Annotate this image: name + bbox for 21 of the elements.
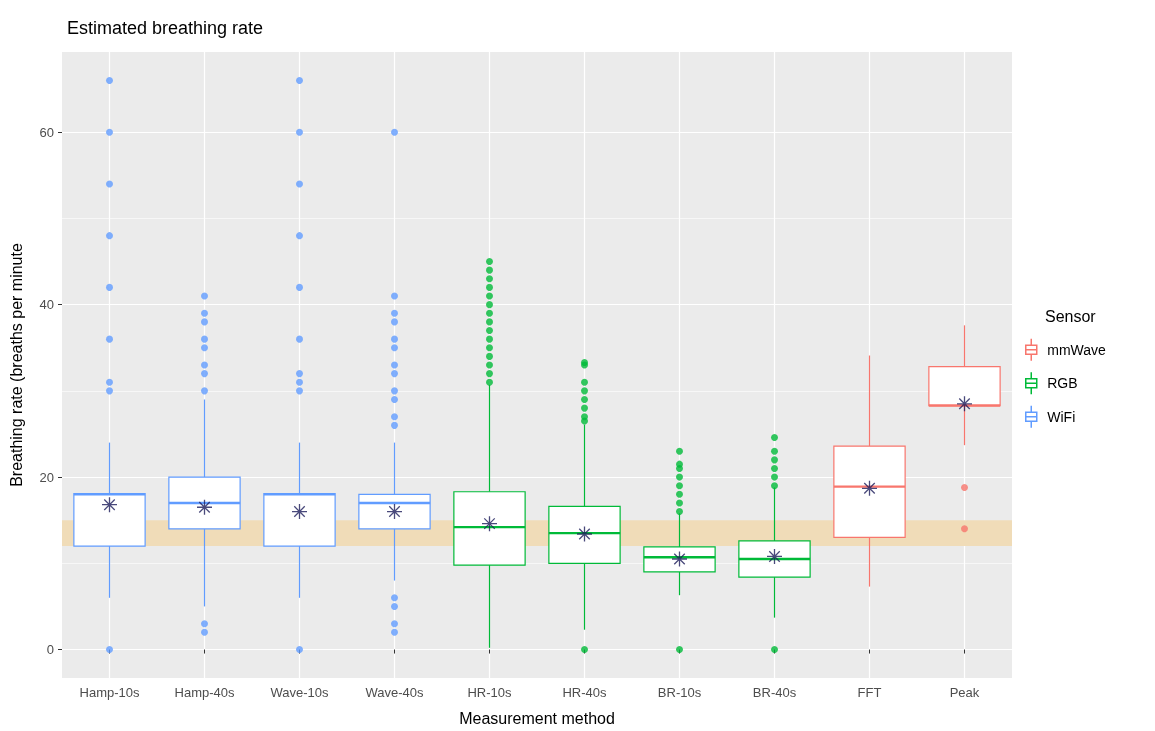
x-axis-title: Measurement method (459, 709, 615, 727)
x-tick-label: BR-40s (752, 685, 797, 700)
x-tick-label: Peak (949, 685, 980, 700)
x-tick-label: HR-10s (467, 685, 513, 700)
chart-title: Estimated breathing rate (67, 18, 264, 38)
x-tick-label: Hamp-10s (79, 685, 140, 700)
y-axis-title: Breathing rate (breaths per minute (7, 243, 25, 487)
legend-label: WiFi (1047, 408, 1076, 425)
legend-label: mmWave (1047, 341, 1107, 358)
x-tick-label: Wave-40s (365, 685, 425, 700)
x-tick-label: FFT (857, 685, 882, 700)
x-tick-label: Hamp-40s (174, 685, 235, 700)
legend-label: RGB (1047, 375, 1078, 392)
y-tick-label: 0 (46, 642, 54, 658)
y-tick-label: 20 (39, 469, 54, 485)
legend-title: Sensor (1045, 307, 1097, 325)
x-tick-label: Wave-10s (270, 685, 330, 700)
y-tick-label: 40 (39, 297, 54, 313)
y-tick-label: 60 (39, 124, 54, 140)
x-tick-label: HR-40s (562, 685, 608, 700)
x-tick-label: BR-10s (657, 685, 702, 700)
